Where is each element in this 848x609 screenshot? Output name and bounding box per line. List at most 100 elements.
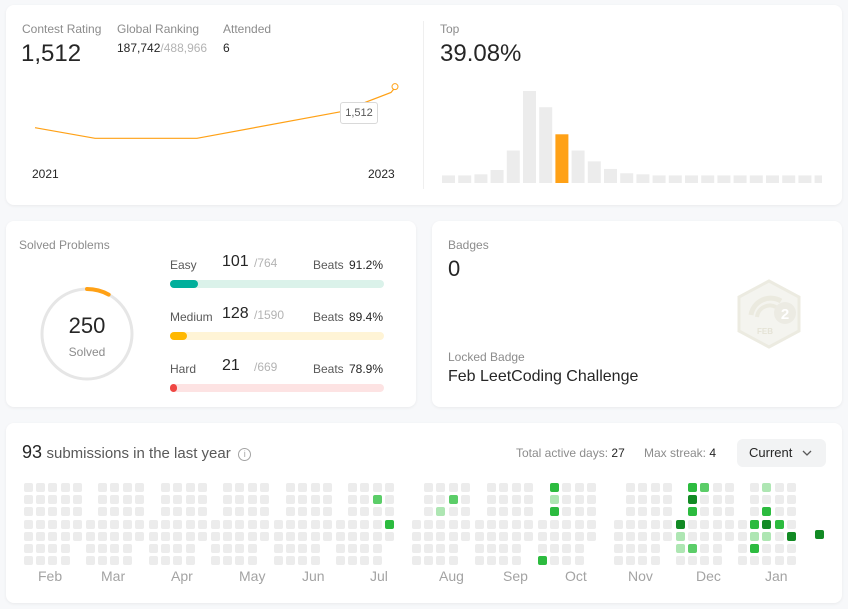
histogram-bar[interactable] [814, 175, 822, 183]
heatmap-cell-empty[interactable] [614, 556, 623, 566]
heatmap-cell-empty[interactable] [310, 483, 320, 492]
heatmap-cell-empty[interactable] [538, 519, 547, 529]
histogram-bar[interactable] [701, 175, 715, 183]
heatmap-cell-empty[interactable] [173, 556, 183, 566]
histogram-bar-current[interactable] [555, 134, 569, 183]
heatmap-cell-empty[interactable] [762, 495, 772, 505]
heatmap-cell-empty[interactable] [372, 556, 382, 566]
heatmap-cell-empty[interactable] [223, 507, 233, 517]
histogram-bar[interactable] [458, 175, 472, 183]
heatmap-cell-empty[interactable] [235, 519, 245, 529]
histogram-bar[interactable] [506, 150, 520, 183]
heatmap-cell-empty[interactable] [259, 519, 269, 529]
heatmap-cell-empty[interactable] [36, 507, 46, 517]
heatmap-cell-empty[interactable] [173, 544, 183, 553]
heatmap-cell-empty[interactable] [36, 556, 46, 566]
heatmap-cell-empty[interactable] [650, 495, 660, 505]
heatmap-cell-empty[interactable] [36, 519, 46, 529]
heatmap-cell-empty[interactable] [650, 556, 660, 566]
heatmap-cell-empty[interactable] [562, 495, 572, 505]
histogram-bar[interactable] [636, 174, 650, 183]
heatmap-cell-empty[interactable] [460, 495, 470, 505]
heatmap-cell-empty[interactable] [384, 483, 394, 492]
heatmap-cell-empty[interactable] [448, 544, 458, 553]
heatmap-cell-active[interactable] [688, 483, 698, 492]
heatmap-cell-active[interactable] [550, 495, 560, 505]
histogram-bar[interactable] [587, 161, 601, 183]
heatmap-cell-empty[interactable] [786, 519, 796, 529]
heatmap-cell-active[interactable] [384, 519, 394, 529]
heatmap-cell-active[interactable] [538, 556, 547, 566]
heatmap-cell-empty[interactable] [247, 556, 257, 566]
heatmap-cell-empty[interactable] [424, 495, 434, 505]
heatmap-cell-empty[interactable] [688, 519, 698, 529]
heatmap-cell-empty[interactable] [412, 556, 421, 566]
heatmap-cell-empty[interactable] [197, 519, 207, 529]
heatmap-cell-empty[interactable] [412, 531, 421, 541]
heatmap-cell-empty[interactable] [110, 495, 120, 505]
heatmap-cell-empty[interactable] [511, 507, 521, 517]
heatmap-cell-active[interactable] [762, 519, 772, 529]
heatmap-cell-empty[interactable] [424, 544, 434, 553]
heatmap-cell-empty[interactable] [24, 531, 33, 541]
heatmap-cell-empty[interactable] [348, 483, 358, 492]
heatmap-cell-empty[interactable] [360, 544, 370, 553]
heatmap-cell-empty[interactable] [626, 544, 636, 553]
ranking-histogram[interactable] [442, 91, 822, 185]
heatmap-cell-empty[interactable] [24, 495, 33, 505]
heatmap-cell-empty[interactable] [149, 531, 158, 541]
heatmap-cell-empty[interactable] [638, 495, 648, 505]
heatmap-cell-empty[interactable] [650, 531, 660, 541]
heatmap-cell-empty[interactable] [662, 495, 672, 505]
heatmap-cell-empty[interactable] [523, 483, 533, 492]
rating-history-chart[interactable] [6, 75, 406, 165]
heatmap-cell-empty[interactable] [586, 531, 596, 541]
heatmap-cell-empty[interactable] [310, 519, 320, 529]
heatmap-cell-empty[interactable] [538, 531, 547, 541]
histogram-bar[interactable] [571, 150, 585, 183]
heatmap-cell-empty[interactable] [638, 483, 648, 492]
solved-progress-ring[interactable] [39, 286, 135, 382]
histogram-bar[interactable] [733, 175, 747, 183]
heatmap-cell-empty[interactable] [72, 495, 82, 505]
histogram-bar[interactable] [749, 175, 763, 183]
histogram-bar[interactable] [685, 175, 698, 183]
heatmap-cell-empty[interactable] [310, 495, 320, 505]
heatmap-cell-empty[interactable] [24, 556, 33, 566]
heatmap-cell-empty[interactable] [360, 531, 370, 541]
heatmap-cell-empty[interactable] [185, 519, 195, 529]
heatmap-cell-empty[interactable] [650, 483, 660, 492]
heatmap-cell-empty[interactable] [460, 531, 470, 541]
heatmap-cell-empty[interactable] [360, 519, 370, 529]
heatmap-cell-empty[interactable] [412, 519, 421, 529]
heatmap-cell-empty[interactable] [762, 544, 772, 553]
heatmap-cell-empty[interactable] [161, 519, 171, 529]
heatmap-cell-empty[interactable] [774, 495, 784, 505]
heatmap-cell-empty[interactable] [360, 483, 370, 492]
heatmap-cell-empty[interactable] [348, 556, 358, 566]
heatmap-cell-empty[interactable] [724, 483, 734, 492]
heatmap-cell-empty[interactable] [499, 519, 509, 529]
heatmap-cell-empty[interactable] [72, 531, 82, 541]
heatmap-cell-empty[interactable] [499, 507, 509, 517]
heatmap-cell-empty[interactable] [562, 483, 572, 492]
locked-badge-icon[interactable]: 2 FEB [735, 279, 803, 349]
heatmap-cell-empty[interactable] [48, 556, 58, 566]
heatmap-cell-empty[interactable] [712, 483, 722, 492]
heatmap-cell-empty[interactable] [173, 519, 183, 529]
heatmap-cell-empty[interactable] [173, 495, 183, 505]
heatmap-cell-active[interactable] [688, 544, 698, 553]
heatmap-cell-empty[interactable] [436, 556, 446, 566]
heatmap-cell-empty[interactable] [36, 531, 46, 541]
heatmap-cell-active[interactable] [750, 519, 760, 529]
heatmap-cell-empty[interactable] [98, 544, 108, 553]
heatmap-cell-empty[interactable] [750, 507, 760, 517]
heatmap-cell-empty[interactable] [336, 544, 345, 553]
heatmap-cell-empty[interactable] [72, 483, 82, 492]
heatmap-cell-empty[interactable] [638, 556, 648, 566]
heatmap-cell-empty[interactable] [487, 483, 497, 492]
heatmap-cell-empty[interactable] [223, 531, 233, 541]
heatmap-cell-active[interactable] [550, 483, 560, 492]
heatmap-cell-empty[interactable] [286, 519, 296, 529]
heatmap-cell-empty[interactable] [98, 507, 108, 517]
